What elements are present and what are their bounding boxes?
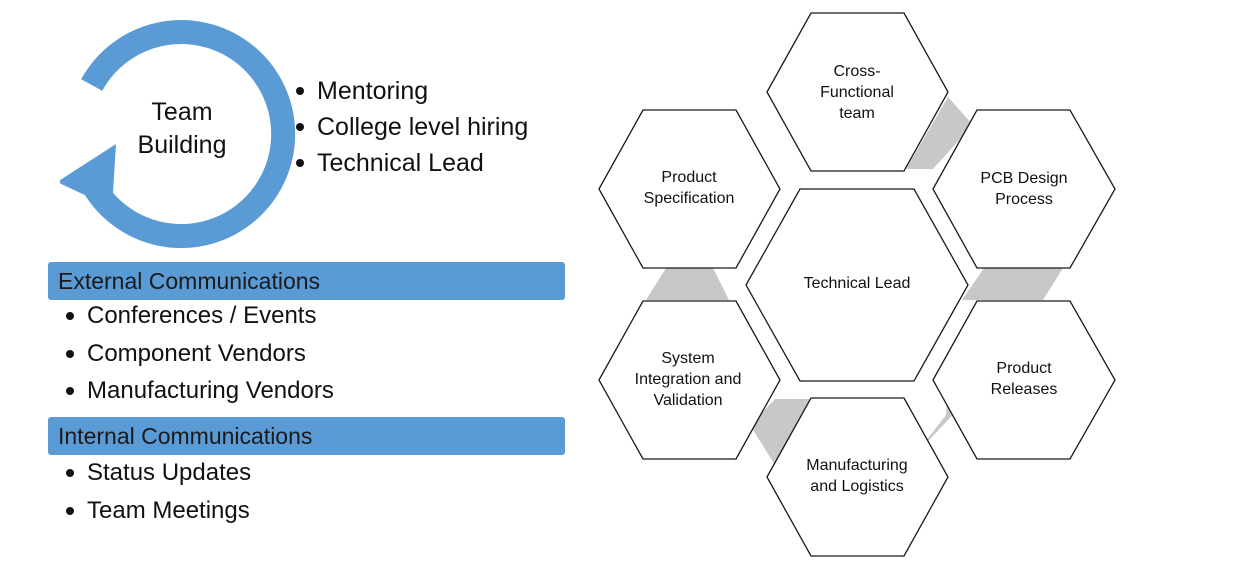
- hex-technical-lead: [745, 188, 969, 382]
- hex-label-line: System: [661, 350, 715, 367]
- team-building-line-1: Team: [151, 98, 213, 126]
- connector-cross-pcb: [906, 97, 973, 169]
- internal-communications-list: Status Updates Team Meetings: [65, 454, 251, 530]
- internal-communications-header: Internal Communications: [48, 417, 565, 455]
- hex-label-line: Validation: [653, 392, 723, 409]
- external-communications-list: Conferences / Events Component Vendors M…: [65, 297, 334, 410]
- connector-pcb-releases: [962, 268, 1063, 300]
- hex-product-specification: [598, 109, 781, 269]
- team-building-cycle: [57, 14, 300, 254]
- list-item: Technical Lead: [295, 145, 528, 181]
- hex-product-releases: [932, 300, 1116, 460]
- hex-label-manufacturing: Manufacturing and Logistics: [792, 455, 922, 497]
- hex-label-line: team: [839, 105, 875, 122]
- hex-label-line: Process: [995, 191, 1053, 208]
- hex-label-line: Product: [996, 360, 1052, 377]
- circular-arrow-icon: [57, 20, 296, 248]
- hex-label-line: Manufacturing: [806, 457, 908, 474]
- team-building-label: Team Building: [92, 96, 272, 162]
- team-building-line-2: Building: [137, 131, 227, 159]
- hex-pcb-design: [932, 109, 1116, 269]
- list-item: College level hiring: [295, 109, 528, 145]
- hex-label-system-integration: System Integration and Validation: [623, 348, 753, 411]
- hex-system-integration: [598, 300, 781, 460]
- team-building-list: Mentoring College level hiring Technical…: [295, 73, 528, 181]
- list-item: Conferences / Events: [65, 297, 334, 335]
- hex-label-pcb-design: PCB Design Process: [959, 168, 1089, 210]
- connector-manufacturing-system: [750, 399, 811, 470]
- hex-label-line: PCB Design: [980, 170, 1068, 187]
- hex-label-line: Specification: [643, 190, 735, 207]
- hex-label-product-specification: Product Specification: [624, 167, 754, 209]
- hex-label-cross-functional: Cross- Functional team: [792, 61, 922, 124]
- connector-system-specification: [646, 268, 729, 300]
- list-item: Mentoring: [295, 73, 528, 109]
- external-communications-header: External Communications: [48, 262, 565, 300]
- hex-label-line: Product: [661, 169, 717, 186]
- hex-label-line: Cross-: [833, 63, 881, 80]
- hex-label-line: Functional: [820, 84, 894, 101]
- hex-label-line: Releases: [990, 381, 1058, 398]
- list-item: Component Vendors: [65, 335, 334, 373]
- hex-label-product-releases: Product Releases: [959, 358, 1089, 400]
- list-item: Team Meetings: [65, 492, 251, 530]
- hex-manufacturing: [766, 397, 949, 557]
- hex-label-technical-lead: Technical Lead: [803, 275, 911, 292]
- hex-label-line: and Logistics: [810, 478, 904, 495]
- hex-cross-functional: [766, 12, 949, 172]
- hex-label-line: Integration and: [634, 371, 742, 388]
- list-item: Manufacturing Vendors: [65, 372, 334, 410]
- list-item: Status Updates: [65, 454, 251, 492]
